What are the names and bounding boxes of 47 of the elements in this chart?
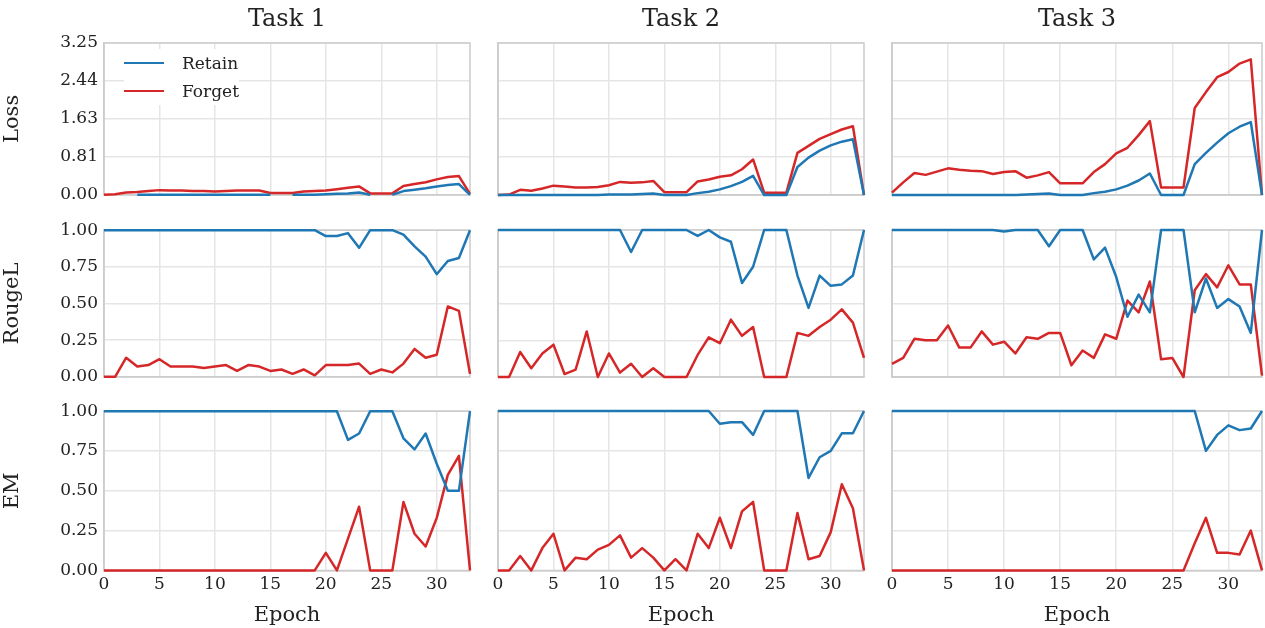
x-tick-label: 25 <box>1161 573 1184 594</box>
x-tick-label: 15 <box>259 573 282 594</box>
y-tick-label: 0.25 <box>60 328 98 349</box>
y-tick-label: 1.00 <box>60 218 98 239</box>
y-tick-label: 3.25 <box>60 31 98 52</box>
x-axis-title: Epoch <box>253 601 321 626</box>
x-tick-label: 20 <box>315 573 337 594</box>
x-tick-label: 20 <box>1105 573 1128 594</box>
y-tick-label: 0.75 <box>60 439 98 460</box>
y-tick-label: 0.00 <box>60 558 98 579</box>
x-tick-label: 0 <box>492 573 504 594</box>
y-tick-label: 0.50 <box>60 479 98 500</box>
x-tick-label: 10 <box>598 573 620 594</box>
x-tick-label: 0 <box>886 573 898 594</box>
y-tick-label: 1.00 <box>60 399 98 420</box>
x-tick-label: 5 <box>548 573 559 594</box>
x-tick-label: 30 <box>425 573 448 594</box>
chart-title: Task 1 <box>246 4 328 32</box>
y-tick-label: 0.25 <box>60 519 98 540</box>
x-tick-label: 15 <box>1049 573 1071 594</box>
x-tick-label: 10 <box>993 573 1015 594</box>
y-tick-label: 0.50 <box>60 291 98 312</box>
x-tick-label: 5 <box>942 573 954 594</box>
x-tick-label: 15 <box>653 573 676 594</box>
y-axis-title: Loss <box>0 94 24 143</box>
x-tick-label: 25 <box>764 573 787 594</box>
y-tick-label: 0.00 <box>60 183 98 204</box>
y-tick-label: 2.44 <box>60 69 98 90</box>
x-tick-label: 5 <box>154 573 165 594</box>
x-tick-label: 0 <box>98 573 110 594</box>
legend-label: Retain <box>182 52 239 75</box>
y-tick-label: 0.75 <box>60 255 98 276</box>
chart-title: Task 3 <box>1036 4 1118 32</box>
y-tick-label: 1.63 <box>60 107 98 128</box>
x-tick-label: 30 <box>819 573 842 594</box>
x-tick-label: 25 <box>370 573 393 594</box>
chart-title: Task 2 <box>640 4 722 32</box>
y-axis-title: RougeL <box>0 262 24 345</box>
y-tick-label: 0.00 <box>60 365 98 386</box>
x-tick-label: 20 <box>709 573 731 594</box>
y-axis-title: EM <box>0 472 24 510</box>
x-axis-title: Epoch <box>647 601 715 626</box>
x-tick-label: 30 <box>1217 573 1240 594</box>
x-axis-title: Epoch <box>1043 601 1111 626</box>
y-tick-label: 0.81 <box>60 145 98 166</box>
legend-label: Forget <box>182 80 240 103</box>
x-tick-label: 10 <box>204 573 226 594</box>
